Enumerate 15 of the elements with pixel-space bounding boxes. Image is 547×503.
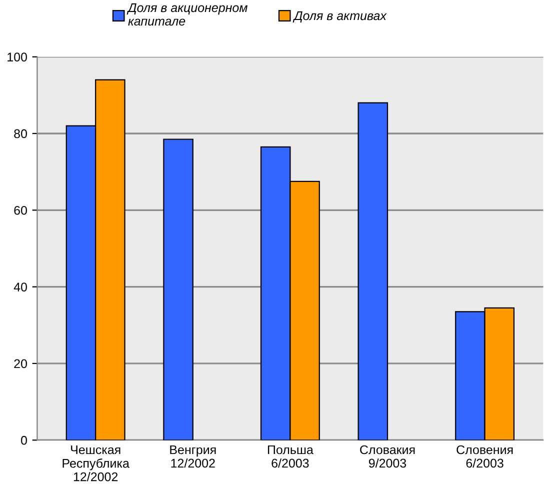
y-tick-label: 20 bbox=[14, 359, 27, 368]
x-tick-label: Чешская Республика 12/2002 bbox=[62, 445, 130, 482]
x-tick-label: Венгрия 12/2002 bbox=[170, 445, 216, 468]
y-tick-label: 80 bbox=[14, 129, 27, 138]
y-tick-label: 60 bbox=[14, 206, 27, 215]
bar bbox=[358, 102, 388, 440]
x-tick-label: Польша 6/2003 bbox=[268, 445, 314, 468]
bar bbox=[163, 138, 194, 440]
x-tick-label: Словакия 9/2003 bbox=[360, 445, 415, 468]
legend-label: Доля в активах bbox=[292, 11, 387, 23]
y-tick-label: 100 bbox=[8, 52, 27, 62]
x-tick-label: Словения 6/2003 bbox=[456, 445, 513, 468]
legend-label: Доля в акционерном капитале bbox=[126, 3, 248, 26]
y-tick-label: 0 bbox=[21, 436, 27, 445]
y-tick-label: 40 bbox=[14, 282, 27, 292]
